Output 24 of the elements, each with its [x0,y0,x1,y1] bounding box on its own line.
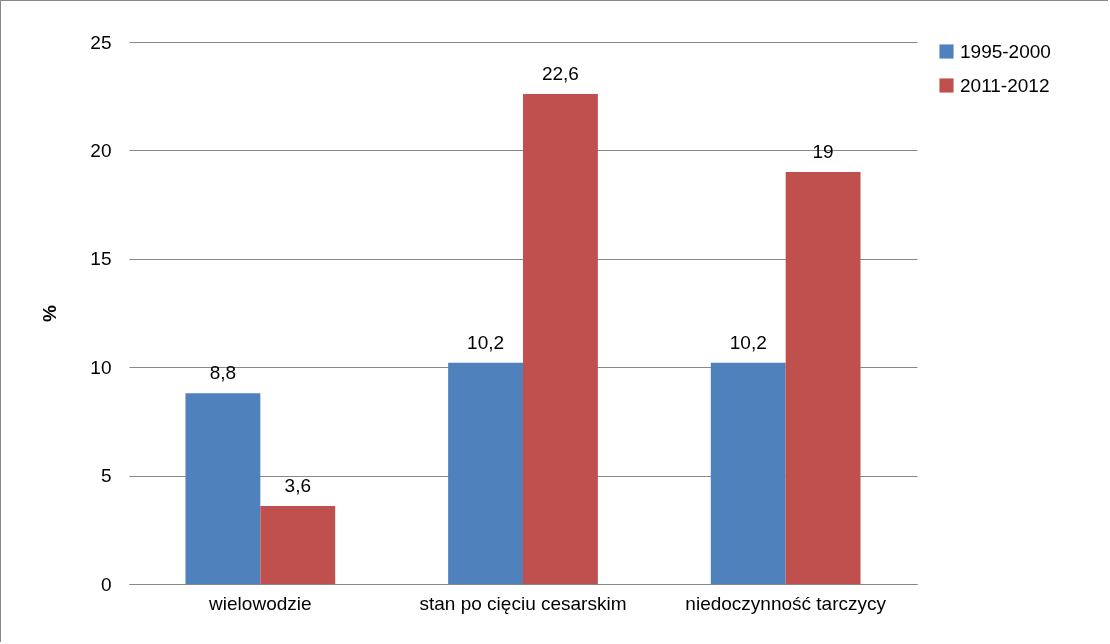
x-tick-label: niedoczynność tarczycy [685,592,887,614]
y-tick-label: 10 [90,356,112,378]
y-tick-label: 15 [90,248,112,270]
data-label: 3,6 [284,474,311,496]
bar [448,362,523,584]
data-label: 8,8 [209,362,237,384]
y-tick-label: 5 [100,465,112,487]
data-label: 10,2 [467,331,505,353]
bar [260,505,336,584]
data-label: 19 [812,141,834,163]
x-tick-label: wielowodzie [208,592,312,614]
bar [785,172,861,584]
y-tick-label: 20 [90,139,112,161]
x-tick-label: stan po cięciu cesarskim [419,592,627,614]
y-tick-label: 25 [90,31,112,53]
bar [523,94,598,584]
y-axis-title: % [39,304,61,322]
data-label: 10,2 [729,331,767,353]
data-label: 22,6 [541,63,579,85]
bar [710,362,786,584]
legend-label: 2011-2012 [960,74,1050,96]
legend-label: 1995-2000 [960,40,1051,62]
y-tick-label: 0 [100,573,112,595]
bar [185,393,261,584]
